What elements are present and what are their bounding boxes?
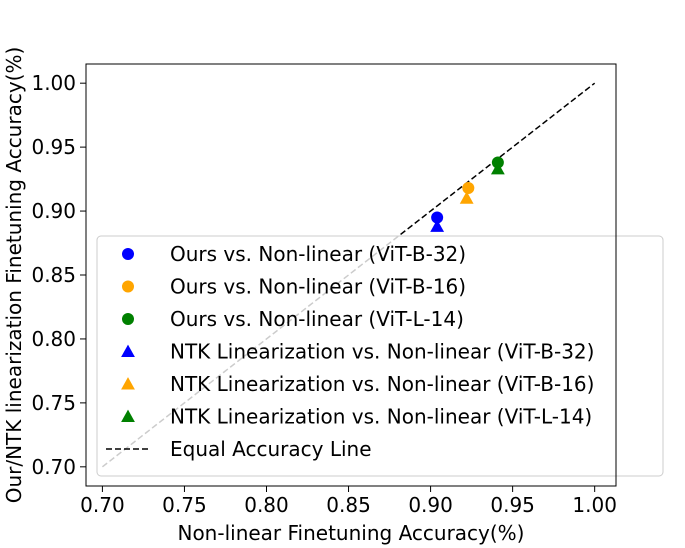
legend-label: Ours vs. Non-linear (ViT-L-14) xyxy=(170,307,464,331)
legend-label: Ours vs. Non-linear (ViT-B-32) xyxy=(170,242,466,266)
data-point-1 xyxy=(462,182,475,195)
legend-label: NTK Linearization vs. Non-linear (ViT-L-… xyxy=(170,405,592,429)
legend-label: Ours vs. Non-linear (ViT-B-16) xyxy=(170,275,466,299)
legend-box xyxy=(96,235,664,477)
x-tick-label: 0.80 xyxy=(244,493,289,517)
legend-label: Equal Accuracy Line xyxy=(170,437,372,461)
plot-frame xyxy=(85,63,617,487)
legend-label: NTK Linearization vs. Non-linear (ViT-B-… xyxy=(170,372,594,396)
data-point-5 xyxy=(490,161,505,175)
x-axis-label: Non-linear Finetuning Accuracy(%) xyxy=(177,521,524,545)
y-tick-label: 0.85 xyxy=(31,263,76,287)
legend-label: NTK Linearization vs. Non-linear (ViT-B-… xyxy=(170,340,594,364)
y-tick-label: 0.95 xyxy=(31,135,76,159)
x-tick-label: 0.75 xyxy=(162,493,207,517)
y-tick-label: 0.90 xyxy=(31,199,76,223)
legend-marker-2 xyxy=(122,313,134,325)
data-point-3 xyxy=(430,219,445,232)
y-tick-label: 0.80 xyxy=(31,327,76,351)
legend-marker-0 xyxy=(122,248,134,260)
legend-marker-5 xyxy=(121,409,135,423)
y-tick-label: 1.00 xyxy=(31,71,76,95)
x-tick-label: 0.90 xyxy=(408,493,453,517)
legend-marker-1 xyxy=(122,280,134,293)
x-tick-label: 0.70 xyxy=(80,493,125,517)
data-point-0 xyxy=(431,211,444,224)
x-tick-label: 1.00 xyxy=(572,493,617,517)
legend-marker-3 xyxy=(121,344,135,358)
y-tick-label: 0.75 xyxy=(31,391,76,415)
y-axis-label: Our/NTK linearization Finetuning Accurac… xyxy=(2,47,26,504)
legend-marker-4 xyxy=(121,377,135,390)
y-tick-label: 0.70 xyxy=(31,455,76,479)
x-tick-label: 0.95 xyxy=(490,493,535,517)
x-tick-label: 0.85 xyxy=(326,493,371,517)
data-point-4 xyxy=(459,191,474,204)
